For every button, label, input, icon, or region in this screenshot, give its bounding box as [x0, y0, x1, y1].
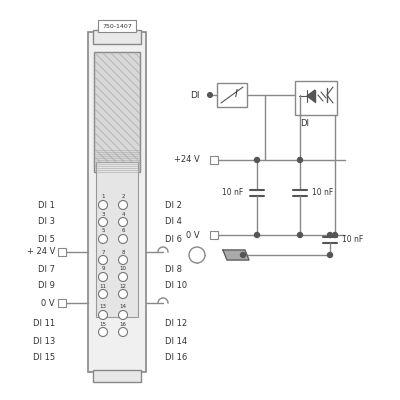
Bar — [96, 162, 138, 317]
Text: 0 V: 0 V — [186, 230, 200, 240]
Text: DI 5: DI 5 — [38, 234, 55, 244]
Circle shape — [254, 158, 260, 162]
Text: 10: 10 — [120, 266, 126, 272]
Bar — [210, 156, 218, 164]
Circle shape — [98, 290, 108, 298]
Text: DI 15: DI 15 — [33, 354, 55, 362]
Text: DI 8: DI 8 — [165, 264, 182, 274]
Circle shape — [298, 232, 302, 238]
Text: I: I — [235, 89, 238, 99]
Circle shape — [118, 218, 128, 226]
Bar — [93, 370, 141, 382]
Circle shape — [98, 256, 108, 264]
Circle shape — [98, 218, 108, 226]
Bar — [98, 20, 136, 32]
Text: 13: 13 — [100, 304, 106, 310]
Text: 10 nF: 10 nF — [342, 236, 363, 244]
Text: DI 3: DI 3 — [38, 218, 55, 226]
Text: 1: 1 — [101, 194, 105, 200]
Text: DI 4: DI 4 — [165, 218, 182, 226]
Bar — [94, 52, 140, 172]
Circle shape — [332, 232, 338, 238]
Bar — [88, 32, 146, 372]
Circle shape — [98, 234, 108, 244]
Text: 6: 6 — [121, 228, 125, 234]
Text: +24 V: +24 V — [174, 156, 200, 164]
Text: + 24 V: + 24 V — [27, 248, 55, 256]
Text: DI 16: DI 16 — [165, 354, 187, 362]
Circle shape — [118, 310, 128, 320]
Bar — [58, 299, 66, 307]
Text: 5: 5 — [101, 228, 105, 234]
Circle shape — [98, 200, 108, 210]
Text: 4: 4 — [121, 212, 125, 216]
Text: 11: 11 — [100, 284, 106, 288]
Circle shape — [118, 256, 128, 264]
Text: 10 nF: 10 nF — [312, 188, 333, 197]
Circle shape — [118, 234, 128, 244]
Circle shape — [118, 328, 128, 336]
Circle shape — [118, 272, 128, 282]
Circle shape — [98, 328, 108, 336]
Bar — [93, 30, 141, 44]
Text: 7: 7 — [101, 250, 105, 254]
Text: DI 1: DI 1 — [38, 200, 55, 210]
Circle shape — [98, 310, 108, 320]
Circle shape — [98, 272, 108, 282]
Text: DI 6: DI 6 — [165, 234, 182, 244]
Text: DI 10: DI 10 — [165, 282, 187, 290]
Circle shape — [118, 290, 128, 298]
Text: 14: 14 — [120, 304, 126, 310]
Text: DI 13: DI 13 — [33, 336, 55, 346]
Text: 0 V: 0 V — [41, 298, 55, 308]
Circle shape — [254, 232, 260, 238]
Text: 15: 15 — [100, 322, 106, 326]
Text: 16: 16 — [120, 322, 126, 326]
Circle shape — [208, 92, 212, 98]
Text: 12: 12 — [120, 284, 126, 288]
Circle shape — [328, 252, 332, 258]
Bar — [210, 231, 218, 239]
Text: DI 11: DI 11 — [33, 320, 55, 328]
Circle shape — [298, 158, 302, 162]
Text: DI 9: DI 9 — [38, 282, 55, 290]
Text: 8: 8 — [121, 250, 125, 254]
Polygon shape — [307, 90, 315, 102]
Circle shape — [118, 200, 128, 210]
Text: DI 7: DI 7 — [38, 264, 55, 274]
Circle shape — [240, 252, 246, 258]
Text: 10 nF: 10 nF — [222, 188, 243, 197]
Text: DI: DI — [190, 90, 200, 100]
Text: 3: 3 — [101, 212, 105, 216]
Polygon shape — [223, 250, 249, 260]
Bar — [58, 248, 66, 256]
Circle shape — [328, 232, 332, 238]
Text: DI 12: DI 12 — [165, 320, 187, 328]
Text: DI: DI — [300, 118, 309, 128]
Bar — [295, 81, 337, 115]
Circle shape — [189, 247, 205, 263]
Text: 9: 9 — [101, 266, 105, 272]
Text: DI 14: DI 14 — [165, 336, 187, 346]
Bar — [217, 83, 247, 107]
Text: DI 2: DI 2 — [165, 200, 182, 210]
Text: 750-1407: 750-1407 — [102, 24, 132, 28]
Text: 2: 2 — [121, 194, 125, 200]
